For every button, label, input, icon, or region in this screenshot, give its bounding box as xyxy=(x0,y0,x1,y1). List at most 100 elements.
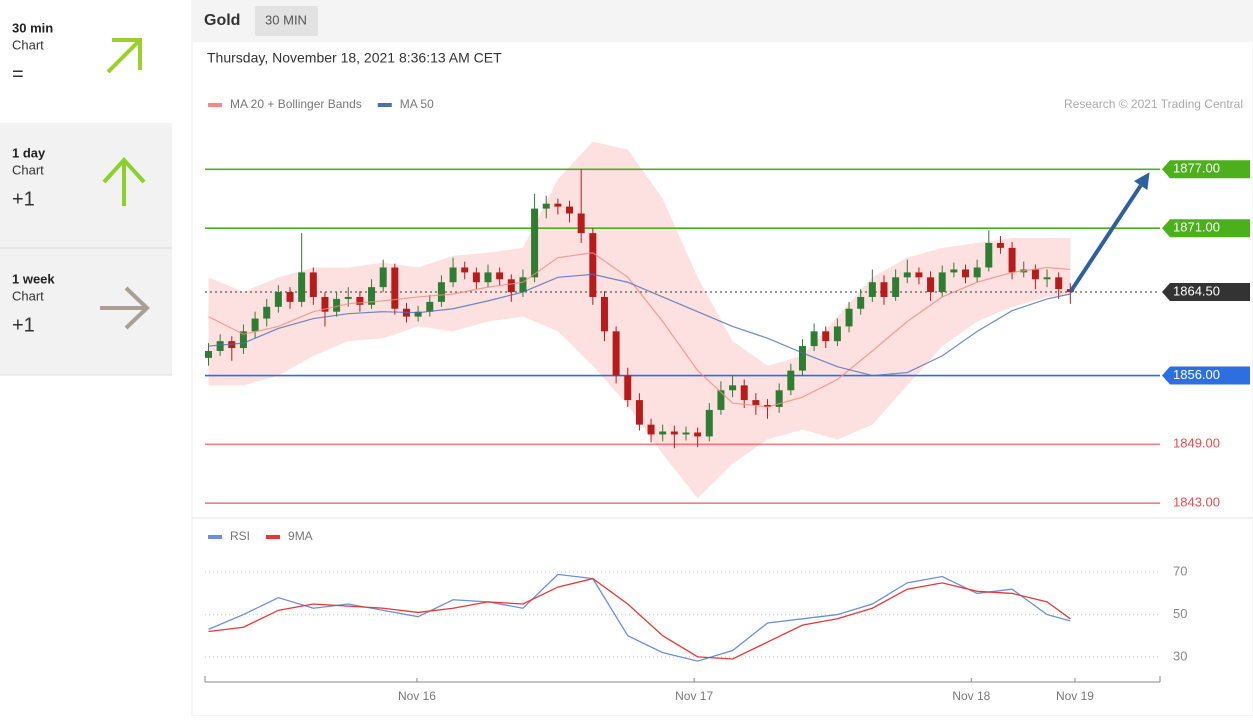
x-tick-label: Nov 18 xyxy=(952,689,990,703)
candle-body xyxy=(204,350,212,358)
indicator-line xyxy=(208,573,1071,662)
projection-arrow xyxy=(1068,184,1143,294)
timestamp: Thursday, November 18, 2021 8:36:13 AM C… xyxy=(207,50,502,66)
candle-body xyxy=(507,279,515,293)
candle-body xyxy=(985,242,993,268)
candle-body xyxy=(542,203,550,209)
candle-body xyxy=(472,272,480,283)
candle-body xyxy=(600,296,608,332)
candle-body xyxy=(740,385,748,401)
candle-body xyxy=(682,432,690,435)
candle-body xyxy=(810,331,818,347)
candle-body xyxy=(531,208,539,278)
candle-body xyxy=(798,346,806,371)
signal: +1 xyxy=(12,314,35,336)
level-label: 1856.00 xyxy=(1173,367,1220,382)
candle-body xyxy=(694,432,702,437)
candle-body xyxy=(426,301,434,312)
candle-body xyxy=(833,326,841,342)
candle-body xyxy=(344,296,352,299)
legend-label: MA 20 + Bollinger Bands xyxy=(230,97,362,111)
bollinger-band xyxy=(208,141,1071,499)
candle-body xyxy=(589,233,597,297)
legend-label: 9MA xyxy=(288,529,313,543)
panel-label: Chart xyxy=(12,288,44,303)
level-label: 1849.00 xyxy=(1173,436,1220,451)
candle-body xyxy=(274,292,282,307)
candle-body xyxy=(973,267,981,278)
candle-body xyxy=(239,331,247,349)
candle-body xyxy=(449,267,457,283)
candle-body xyxy=(1031,269,1039,280)
level-label: 1871.00 xyxy=(1173,220,1220,235)
candle-body xyxy=(612,331,620,376)
candle-body xyxy=(845,308,853,327)
candle-body xyxy=(647,424,655,435)
projection-arrowhead xyxy=(1134,172,1150,190)
candle-body xyxy=(705,409,713,437)
interval[interactable]: 30 MIN xyxy=(265,12,307,27)
x-tick-label: Nov 16 xyxy=(398,689,436,703)
candle-body xyxy=(950,269,958,273)
candle-body xyxy=(752,400,760,405)
candle-body xyxy=(554,203,562,207)
candle-body xyxy=(356,296,364,305)
candle-body xyxy=(379,267,387,288)
candle-body xyxy=(764,405,772,407)
panel-label: Chart xyxy=(12,162,44,177)
candle-body xyxy=(461,267,469,273)
ma-line xyxy=(208,252,1071,408)
arrow-icon xyxy=(100,286,150,330)
indicator-line xyxy=(208,577,1071,660)
level-label: 1864.50 xyxy=(1173,283,1220,298)
signal: = xyxy=(12,63,24,85)
candle-body xyxy=(729,385,737,391)
candle-body xyxy=(298,272,306,302)
candle-body xyxy=(577,213,585,234)
level-label: 1843.00 xyxy=(1173,495,1220,510)
level-label-bg xyxy=(1162,160,1250,179)
candle-body xyxy=(333,298,341,312)
legend-label: MA 50 xyxy=(400,97,434,111)
candle-body xyxy=(286,292,294,302)
candle-body xyxy=(263,306,271,319)
candle-body xyxy=(996,242,1004,248)
candle-body xyxy=(670,431,678,435)
candle-body xyxy=(868,282,876,297)
legend-label: RSI xyxy=(230,529,250,543)
x-tick-label: Nov 19 xyxy=(1056,689,1094,703)
ma-line xyxy=(208,273,1071,377)
period[interactable]: 30 min xyxy=(12,20,53,35)
candle-body xyxy=(309,272,317,297)
candle-body xyxy=(775,390,783,407)
candle-body xyxy=(717,390,725,410)
candle-body xyxy=(857,296,865,309)
candle-body xyxy=(938,272,946,293)
candle-body xyxy=(659,431,667,435)
level-label-bg xyxy=(1162,283,1250,302)
candle-body xyxy=(566,206,574,214)
period[interactable]: 1 week xyxy=(12,271,55,286)
candle-body xyxy=(391,267,399,309)
candle-body xyxy=(1043,277,1051,280)
candle-body xyxy=(903,272,911,278)
candle-body xyxy=(624,375,632,401)
candle-body xyxy=(892,277,900,297)
credit: Research © 2021 Trading Central xyxy=(1064,97,1243,111)
x-tick-label: Nov 17 xyxy=(675,689,713,703)
candle-body xyxy=(321,296,329,312)
instrument: Gold xyxy=(204,12,240,29)
candle-body xyxy=(880,282,888,297)
candle-body xyxy=(1055,277,1063,290)
level-label-bg xyxy=(1162,366,1250,385)
candle-body xyxy=(414,311,422,317)
y-tick-label: 50 xyxy=(1173,606,1187,621)
interval-badge[interactable] xyxy=(255,6,318,36)
arrow-icon xyxy=(102,157,146,206)
header-bar xyxy=(192,0,1253,42)
candle-body xyxy=(368,287,376,305)
period[interactable]: 1 day xyxy=(12,145,46,160)
y-tick-label: 30 xyxy=(1173,648,1187,663)
candle-body xyxy=(484,272,492,283)
